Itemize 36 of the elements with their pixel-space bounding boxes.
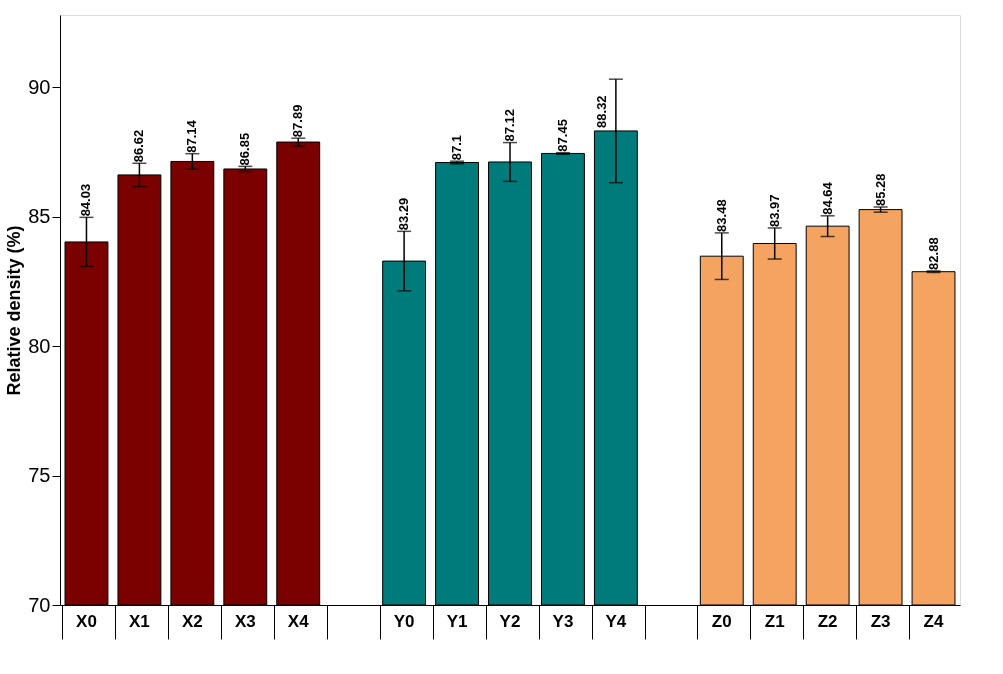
x-tick-label: X2 (181, 611, 203, 631)
data-label: 84.64 (819, 181, 835, 215)
data-label: 87.45 (554, 119, 570, 152)
x-tick-label: Z3 (870, 611, 891, 631)
data-label: 88.32 (593, 95, 609, 128)
y-tick-label: 90 (28, 75, 51, 98)
data-label: 87.14 (184, 119, 200, 153)
x-tick-label: Z2 (817, 611, 838, 631)
data-label: 86.85 (237, 132, 253, 166)
data-label: 85.28 (872, 173, 888, 207)
x-tick-label: Y2 (499, 611, 521, 631)
data-label: 86.62 (131, 129, 147, 163)
x-tick-label: Z4 (923, 611, 944, 631)
data-label: 87.1 (449, 134, 465, 161)
data-label: 83.97 (766, 194, 782, 227)
data-label: 83.29 (396, 197, 412, 231)
y-tick-label: 75 (28, 464, 51, 487)
data-label: 84.03 (78, 183, 94, 217)
x-tick-label: X1 (129, 611, 150, 631)
x-tick-label: X4 (287, 611, 310, 631)
y-tick-label: 85 (28, 205, 51, 228)
x-tick-label: X0 (76, 611, 97, 631)
y-tick-label: 70 (28, 593, 51, 616)
x-tick-label: Y3 (552, 611, 574, 631)
y-axis-title: Relative density (%) (4, 225, 25, 396)
x-tick-label: Y1 (446, 611, 468, 631)
x-tick-label: Z1 (764, 611, 785, 631)
x-tick-label: Y4 (605, 611, 627, 631)
data-label: 87.12 (502, 109, 517, 142)
data-label: 82.88 (925, 237, 941, 270)
x-tick-label: Y0 (393, 611, 415, 631)
data-label: 83.48 (713, 199, 729, 232)
x-tick-label: Z0 (711, 611, 732, 631)
x-tick-label: X3 (234, 611, 256, 631)
data-label: 87.89 (290, 104, 306, 138)
y-tick-label: 80 (28, 334, 51, 357)
